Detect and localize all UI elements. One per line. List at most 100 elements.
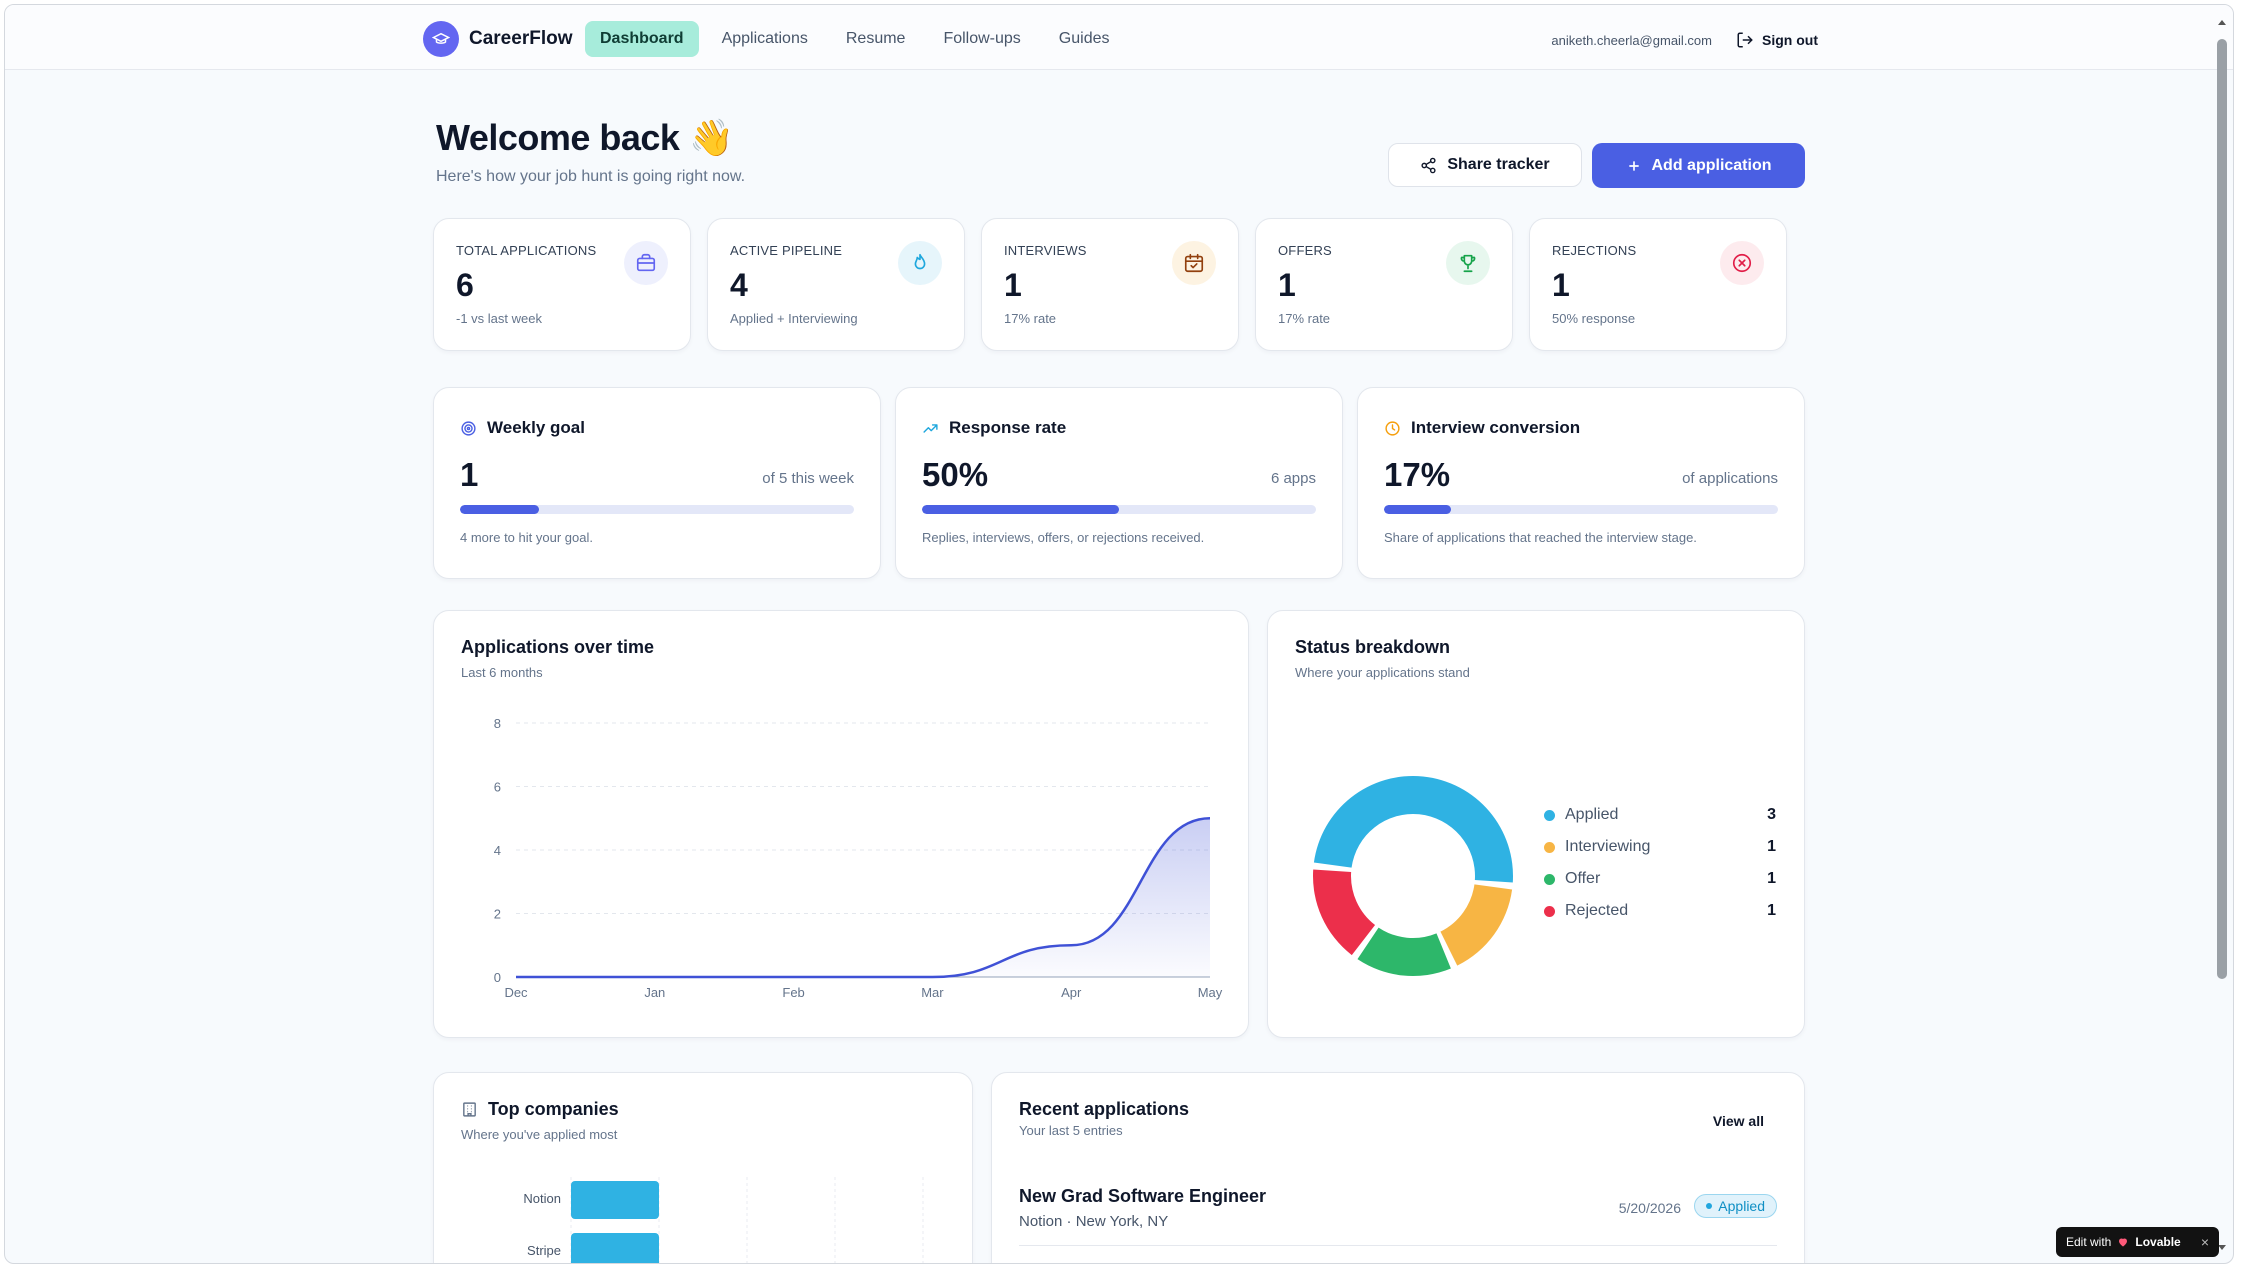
view-all-link[interactable]: View all xyxy=(1712,1113,1764,1129)
card-subtitle: Last 6 months xyxy=(461,665,543,680)
stat-subtext: -1 vs last week xyxy=(456,311,542,326)
stat-card: Interviews 1 17% rate xyxy=(981,218,1239,351)
share-tracker-button[interactable]: Share tracker xyxy=(1388,143,1582,187)
share-icon xyxy=(1421,157,1436,173)
close-icon[interactable]: × xyxy=(2200,1234,2209,1250)
x-tick-label: Apr xyxy=(1061,985,1082,1000)
stat-value: 6 xyxy=(456,267,474,303)
briefcase-icon xyxy=(624,241,668,285)
stat-label: Offers xyxy=(1278,243,1332,258)
legend-label: Rejected xyxy=(1565,902,1629,919)
stat-card: Rejections 1 50% response xyxy=(1529,218,1787,351)
y-tick-label: 6 xyxy=(494,780,501,795)
card-title: Applications over time xyxy=(461,637,655,657)
top-nav: CareerFlow Dashboard Applications Resume… xyxy=(5,5,2233,70)
legend-count: 3 xyxy=(1767,806,1776,823)
user-email: aniketh.cheerla@gmail.com xyxy=(1551,32,1712,48)
brand[interactable]: CareerFlow xyxy=(423,21,572,57)
status-breakdown-card: Status breakdown Where your applications… xyxy=(1267,610,1805,1038)
top-companies-bar-chart: Notion Stripe xyxy=(523,1177,924,1263)
flame-icon xyxy=(898,241,942,285)
legend-dot xyxy=(1544,809,1555,821)
metric-card: Response rate 50% 6 apps Replies, interview… xyxy=(895,387,1343,579)
nav-dashboard[interactable]: Dashboard xyxy=(585,21,699,57)
nav-guides[interactable]: Guides xyxy=(1058,30,1110,47)
stat-subtext: 17% rate xyxy=(1278,311,1331,326)
lovable-brand: Lovable xyxy=(2135,1235,2181,1249)
x-circle-icon xyxy=(1720,241,1764,285)
progress-fill xyxy=(1384,505,1451,514)
status-badge: Applied xyxy=(1694,1194,1777,1218)
row-divider xyxy=(1019,1245,1777,1246)
metric-context: of applications xyxy=(1682,470,1778,487)
stat-subtext: Applied + Interviewing xyxy=(730,311,858,326)
nav-follow-ups[interactable]: Follow-ups xyxy=(943,30,1021,47)
metric-title: Response rate xyxy=(922,418,1066,438)
y-tick-label: 2 xyxy=(494,907,501,922)
nav-resume[interactable]: Resume xyxy=(845,30,906,47)
x-tick-label: Feb xyxy=(782,985,804,1000)
legend-label: Offer xyxy=(1565,870,1601,887)
donut-slice xyxy=(1313,776,1513,883)
legend-count: 1 xyxy=(1767,838,1776,855)
legend-item: Offer 1 xyxy=(1544,863,1776,895)
metric-title-label: Weekly goal xyxy=(487,418,585,437)
sign-out-button[interactable]: Sign out xyxy=(1736,31,1818,49)
legend-count: 1 xyxy=(1767,870,1776,887)
application-meta: Notion · New York, NY xyxy=(1019,1213,1169,1230)
donut-slice xyxy=(1313,869,1376,956)
metric-value: 17% xyxy=(1384,456,1451,493)
stat-label: Total applications xyxy=(456,243,597,258)
trophy-icon xyxy=(1446,241,1490,285)
metric-title: Weekly goal xyxy=(460,418,585,438)
card-subtitle: Where you've applied most xyxy=(461,1127,618,1142)
metric-description: 4 more to hit your goal. xyxy=(460,530,593,545)
stat-card: Total applications 6 -1 vs last week xyxy=(433,218,691,351)
card-subtitle: Where your applications stand xyxy=(1295,665,1470,680)
stat-label: Active pipeline xyxy=(730,243,843,258)
legend-dot xyxy=(1544,873,1555,885)
metric-value: 50% xyxy=(922,456,989,493)
stat-value: 1 xyxy=(1004,267,1022,303)
series-area xyxy=(516,818,1210,977)
category-label: Stripe xyxy=(527,1243,561,1258)
stat-card: Offers 1 17% rate xyxy=(1255,218,1513,351)
page-scrollbar[interactable] xyxy=(2215,15,2227,1255)
applications-line-chart: 0 2 4 6 8 Dec Jan Feb Mar Apr May xyxy=(494,716,1223,1000)
status-legend: Applied 3 Interviewing 1 Offer 1 Rejected 1 xyxy=(1544,799,1776,927)
top-companies-title: Top companies xyxy=(488,1099,619,1119)
stat-subtext: 50% response xyxy=(1552,311,1636,326)
progress-fill xyxy=(922,505,1119,514)
add-application-label: Add application xyxy=(1651,156,1772,174)
progress-track xyxy=(460,505,854,514)
metric-description: Replies, interviews, offers, or rejectio… xyxy=(922,530,1205,545)
donut-slice xyxy=(1357,927,1451,976)
scroll-down-arrow[interactable] xyxy=(2216,1241,2228,1253)
nav-account: aniketh.cheerla@gmail.com Sign out xyxy=(1551,31,1818,49)
metric-value: 1 xyxy=(460,456,479,493)
sign-out-label: Sign out xyxy=(1762,32,1818,48)
metric-card: Interview conversion 17% of applications Sh… xyxy=(1357,387,1805,579)
metric-title: Interview conversion xyxy=(1384,418,1580,438)
stat-value: 4 xyxy=(730,267,748,303)
logout-icon xyxy=(1737,32,1753,48)
application-title: New Grad Software Engineer xyxy=(1019,1186,1267,1206)
y-tick-label: 4 xyxy=(494,843,501,858)
add-application-button[interactable]: Add application xyxy=(1592,143,1805,188)
edit-with-lovable-badge[interactable]: Edit with Lovable × xyxy=(2056,1227,2219,1257)
company-bar xyxy=(571,1233,659,1263)
x-tick-label: Mar xyxy=(921,985,944,1000)
stat-label: Rejections xyxy=(1552,243,1637,258)
nav-links: Dashboard Applications Resume Follow-ups… xyxy=(585,21,1125,57)
scroll-up-arrow[interactable] xyxy=(2216,17,2228,29)
y-tick-label: 0 xyxy=(494,970,501,985)
page-title: Welcome back 👋 xyxy=(436,117,734,158)
share-tracker-label: Share tracker xyxy=(1447,156,1550,173)
x-tick-label: May xyxy=(1198,985,1223,1000)
top-companies-card: Top companies Where you've applied most … xyxy=(433,1072,973,1263)
applications-over-time-card: Applications over time Last 6 months 0 2 4… xyxy=(433,610,1249,1038)
legend-label: Applied xyxy=(1565,806,1619,823)
recent-applications-card: Recent applications Your last 5 entries … xyxy=(991,1072,1805,1263)
nav-applications[interactable]: Applications xyxy=(721,30,808,47)
scroll-thumb[interactable] xyxy=(2217,39,2227,979)
